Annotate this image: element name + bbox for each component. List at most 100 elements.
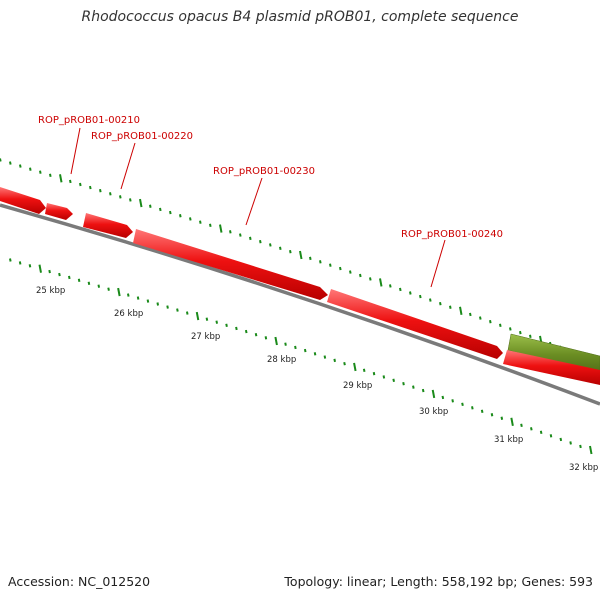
minor-tick: [399, 287, 402, 292]
minor-tick: [146, 299, 150, 303]
minor-tick: [339, 266, 342, 271]
minor-tick: [205, 317, 209, 321]
minor-tick: [449, 305, 452, 309]
minor-tick: [189, 217, 192, 221]
minor-tick: [313, 352, 317, 356]
minor-tick: [39, 170, 42, 174]
minor-tick: [149, 204, 152, 208]
minor-tick: [489, 320, 492, 324]
minor-tick: [409, 291, 412, 295]
minor-tick: [419, 294, 422, 299]
scale-label-32kbp: 32 kbp: [569, 463, 598, 473]
minor-tick: [9, 258, 12, 262]
callout-line-00230: [245, 177, 263, 226]
minor-tick: [490, 413, 494, 417]
minor-tick: [159, 207, 162, 212]
minor-tick: [369, 277, 372, 281]
minor-tick: [520, 423, 523, 427]
minor-tick: [48, 269, 51, 274]
minor-tick: [333, 358, 336, 363]
minor-tick: [549, 434, 553, 438]
minor-tick: [107, 287, 110, 291]
minor-tick: [429, 298, 432, 302]
minor-tick: [539, 430, 543, 435]
minor-tick: [389, 284, 392, 288]
scale-label-27kbp: 27 kbp: [191, 332, 220, 342]
rna-feature[interactable]: [507, 333, 600, 376]
minor-tick: [412, 385, 415, 389]
minor-tick: [519, 330, 522, 335]
minor-tick: [284, 342, 287, 346]
callout-line-00220: [120, 142, 136, 190]
gene-arrow-00230[interactable]: [133, 229, 328, 300]
major-tick: [299, 250, 303, 260]
minor-tick: [469, 312, 472, 317]
major-tick: [139, 198, 143, 208]
major-tick: [431, 389, 436, 399]
minor-tick: [156, 302, 160, 306]
topology-summary: Topology: linear; Length: 558,192 bp; Ge…: [284, 574, 593, 589]
minor-tick: [136, 296, 140, 300]
minor-tick: [392, 378, 395, 383]
gene-arrow-00210[interactable]: [45, 203, 73, 220]
minor-tick: [19, 164, 22, 168]
scale-label-29kbp: 29 kbp: [343, 381, 372, 391]
minor-tick: [69, 179, 72, 184]
major-tick: [353, 362, 357, 372]
gene-label-00240[interactable]: ROP_pROB01-00240: [401, 229, 503, 240]
minor-tick: [87, 281, 91, 285]
minor-tick: [176, 308, 179, 312]
major-tick: [459, 306, 463, 316]
minor-tick: [509, 327, 512, 331]
minor-tick: [77, 278, 81, 283]
gene-arrow-prev[interactable]: [0, 187, 46, 214]
scale-label-31kbp: 31 kbp: [494, 435, 523, 445]
major-tick: [219, 224, 223, 233]
minor-tick: [559, 437, 563, 442]
minor-tick: [18, 261, 22, 265]
major-tick: [589, 445, 593, 455]
minor-tick: [28, 264, 32, 268]
minor-tick: [421, 388, 425, 393]
minor-tick: [185, 311, 189, 315]
minor-tick: [209, 223, 212, 228]
minor-tick: [126, 293, 130, 297]
gene-arrow-next[interactable]: [503, 350, 600, 385]
major-tick: [274, 336, 278, 346]
inner-tick-track: [9, 258, 593, 455]
gene-arrow-00220[interactable]: [83, 213, 133, 238]
gene-label-00210[interactable]: ROP_pROB01-00210: [38, 115, 140, 126]
minor-tick: [530, 427, 533, 431]
minor-tick: [68, 275, 71, 280]
gene-arrow-00240[interactable]: [327, 289, 503, 359]
major-tick: [117, 287, 121, 297]
minor-tick: [269, 243, 272, 247]
major-tick: [195, 311, 200, 321]
minor-tick: [235, 326, 238, 331]
minor-tick: [569, 441, 572, 445]
major-tick: [38, 264, 42, 273]
minor-tick: [109, 192, 112, 196]
minor-tick: [500, 416, 504, 420]
major-tick: [510, 417, 514, 426]
minor-tick: [303, 348, 307, 353]
minor-tick: [349, 270, 352, 274]
minor-tick: [471, 406, 474, 410]
minor-tick: [244, 329, 248, 334]
minor-tick: [169, 210, 172, 215]
sequence-backbone: [0, 203, 600, 406]
gene-label-00220[interactable]: ROP_pROB01-00220: [91, 131, 193, 142]
minor-tick: [166, 305, 169, 309]
minor-tick: [461, 402, 464, 407]
minor-tick: [329, 263, 332, 267]
minor-tick: [119, 195, 122, 199]
minor-tick: [129, 198, 132, 202]
minor-tick: [579, 444, 582, 449]
minor-tick: [89, 185, 92, 190]
minor-tick: [319, 260, 322, 264]
gene-label-00230[interactable]: ROP_pROB01-00230: [213, 166, 315, 177]
minor-tick: [264, 336, 268, 340]
minor-tick: [294, 345, 297, 350]
map-title: Rhodococcus opacus B4 plasmid pROB01, co…: [81, 9, 519, 25]
